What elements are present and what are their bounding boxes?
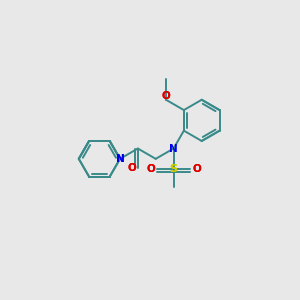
Text: O: O [146, 164, 155, 174]
Text: N: N [116, 154, 124, 164]
Text: O: O [192, 164, 201, 174]
Text: O: O [127, 163, 136, 172]
Text: N: N [169, 143, 178, 154]
Text: O: O [162, 91, 170, 101]
Text: O: O [192, 164, 201, 174]
Text: O: O [127, 163, 136, 172]
Text: O: O [146, 164, 155, 174]
Text: S: S [169, 164, 178, 174]
Text: N: N [116, 154, 124, 164]
Text: O: O [162, 91, 170, 101]
Text: S: S [169, 164, 178, 174]
